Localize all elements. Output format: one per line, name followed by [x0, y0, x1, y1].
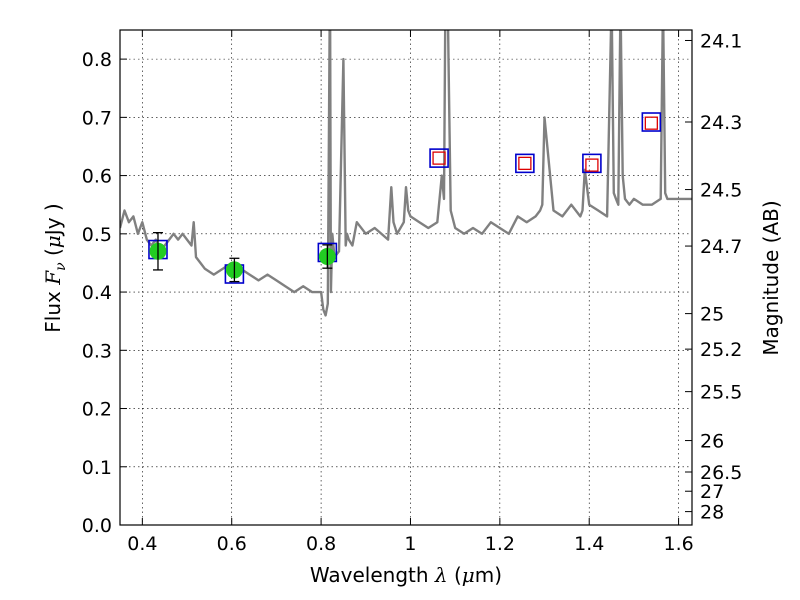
- y-tick-label: 0.7: [82, 107, 112, 129]
- y-tick-label: 0.3: [82, 340, 112, 362]
- y-tick-label: 0.1: [82, 457, 112, 479]
- y2-tick-label: 28: [700, 502, 724, 524]
- y2-tick-label: 24.7: [700, 236, 742, 258]
- photometry-markers: [148, 112, 662, 284]
- y-axis-label: Flux Fν (μJy ): [41, 203, 69, 332]
- y-tick-label: 0.2: [82, 399, 112, 421]
- y-tick-label: 0.6: [82, 166, 112, 188]
- y2-tick-label: 27: [700, 481, 724, 503]
- x-tick-label: 1.2: [485, 533, 515, 555]
- y-tick-label: 0.4: [82, 282, 112, 304]
- model-photometry-marker: [429, 148, 449, 168]
- predicted-photometry-marker: [432, 151, 446, 165]
- y2-tick-label: 24.3: [700, 112, 742, 134]
- x-tick-label: 1.6: [663, 533, 693, 555]
- x-axis-label: Wavelength λ (μm): [310, 563, 502, 587]
- plot-area: [120, 30, 692, 525]
- y2-tick-label: 25.5: [700, 382, 742, 404]
- y-tick-label: 0.8: [82, 49, 112, 71]
- model-sed-line: [120, 30, 692, 317]
- model-photometry-marker: [641, 112, 662, 132]
- y2-tick-label: 25: [700, 304, 724, 326]
- plot-frame: [119, 29, 693, 526]
- y2-tick-label: 25.2: [700, 339, 742, 361]
- y2-tick-label: 26: [700, 431, 724, 453]
- y-tick-label: 0.5: [82, 224, 112, 246]
- y2-tick-label: 24.5: [700, 180, 742, 202]
- x-tick-label: 0.6: [217, 533, 247, 555]
- x-tick-label: 0.8: [306, 533, 336, 555]
- model-photometry-marker: [515, 153, 535, 174]
- y2-tick-label: 26.5: [700, 462, 742, 484]
- x-tick-label: 1.4: [574, 533, 604, 555]
- x-tick-label: 1: [404, 533, 416, 555]
- predicted-photometry-marker: [644, 116, 658, 130]
- predicted-photometry-marker: [585, 158, 599, 172]
- x-tick-label: 0.4: [127, 533, 157, 555]
- y2-tick-label: 24.1: [700, 30, 742, 52]
- y-tick-label: 0.0: [82, 515, 112, 537]
- y2-axis-label: Magnitude (AB): [759, 200, 783, 355]
- predicted-photometry-marker: [518, 156, 532, 171]
- model-photometry-marker: [582, 153, 602, 174]
- axis-ticks: 0.4 0.6 0.8 1 1.2 1.4 1.6 0.0 0.1 0.2 0.3 0.4 0.5 0.6…: [82, 30, 742, 555]
